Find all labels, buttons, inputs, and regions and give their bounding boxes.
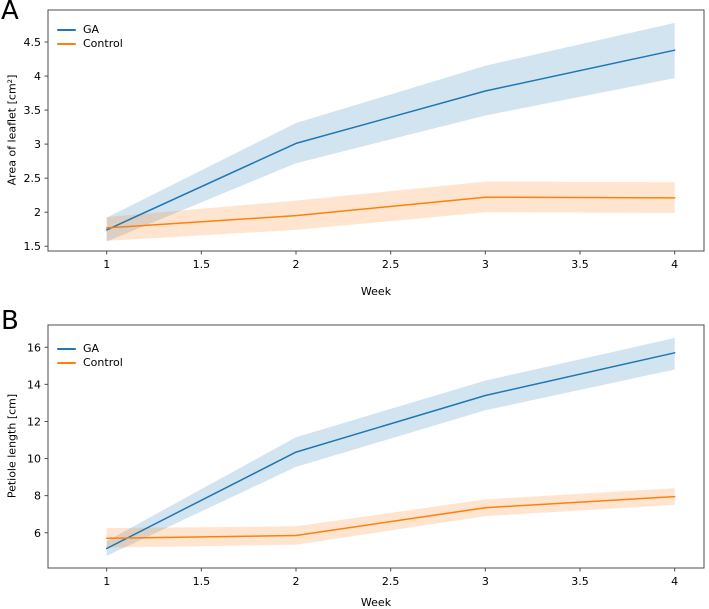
series-line-control <box>105 495 676 540</box>
y-tick-label: 12 <box>27 415 41 428</box>
x-tick-label: 2 <box>293 575 300 588</box>
x-axis: 1 1.5 2 2.5 3 3.5 4 <box>103 568 678 588</box>
x-tick-label: 1.5 <box>193 575 211 588</box>
y-axis: 1.5 2 2.5 3 3.5 4 4.5 <box>24 36 48 253</box>
plot-area-b: 1 1.5 2 2.5 3 3.5 4 6 8 10 12 14 16 <box>27 324 705 588</box>
x-tick-label: 2.5 <box>382 575 400 588</box>
legend-label-control: Control <box>83 356 123 369</box>
panel-label-b: B <box>1 306 19 336</box>
x-tick-label: 3 <box>482 575 489 588</box>
x-tick-label: 4 <box>671 258 678 271</box>
axes-spines <box>47 324 705 569</box>
y-axis-label-a: Area of leaflet [cm²] <box>5 74 19 186</box>
y-tick-label: 4 <box>34 70 41 83</box>
x-axis: 1 1.5 2 2.5 3 3.5 4 <box>103 251 678 271</box>
legend-swatch-ga <box>57 28 76 31</box>
y-tick-label: 6 <box>34 527 41 540</box>
legend-swatch-control <box>57 42 76 45</box>
x-tick-label: 1 <box>103 258 110 271</box>
plot-area-a: 1 1.5 2 2.5 3 3.5 4 1.5 2 2.5 3 3.5 4 4.5 <box>24 9 705 271</box>
confidence-band-control <box>106 181 675 241</box>
y-tick-label: 14 <box>27 378 41 391</box>
y-tick-label: 4.5 <box>24 36 42 49</box>
axes-spines <box>47 9 705 252</box>
legend-swatch-control <box>57 361 76 364</box>
y-axis-label-b: Petiole length [cm] <box>5 393 19 499</box>
panel-a: 1 1.5 2 2.5 3 3.5 4 1.5 2 2.5 3 3.5 4 4.5 A Area of l… <box>0 0 709 304</box>
x-tick-label: 3.5 <box>571 575 589 588</box>
panel-label-a: A <box>1 0 19 26</box>
legend-item-control: Control <box>57 356 123 369</box>
x-tick-label: 1 <box>103 575 110 588</box>
series-line-ga <box>105 49 676 231</box>
x-tick-label: 3 <box>482 258 489 271</box>
legend-b: GA Control <box>57 342 123 369</box>
legend-item-ga: GA <box>57 342 123 355</box>
x-tick-label: 3.5 <box>571 258 589 271</box>
legend-label-ga: GA <box>83 342 100 355</box>
y-axis: 6 8 10 12 14 16 <box>27 341 48 540</box>
x-axis-label-a: Week <box>360 285 392 298</box>
x-tick-label: 2 <box>293 258 300 271</box>
legend-swatch-ga <box>57 347 76 350</box>
y-tick-label: 10 <box>27 453 41 466</box>
panel-b: 1 1.5 2 2.5 3 3.5 4 6 8 10 12 14 16 B Petiole length… <box>0 305 709 609</box>
legend-label-control: Control <box>83 37 123 50</box>
legend-a: GA Control <box>57 23 123 50</box>
legend-item-ga: GA <box>57 23 123 36</box>
y-tick-label: 3.5 <box>24 104 42 117</box>
confidence-band-ga <box>106 338 675 556</box>
y-tick-label: 2.5 <box>24 172 42 185</box>
legend-label-ga: GA <box>83 23 100 36</box>
confidence-band-ga <box>106 22 675 242</box>
confidence-band-control <box>106 488 675 548</box>
y-tick-label: 8 <box>34 490 41 503</box>
x-tick-label: 2.5 <box>382 258 400 271</box>
y-tick-label: 16 <box>27 341 41 354</box>
y-tick-label: 1.5 <box>24 240 42 253</box>
y-tick-label: 3 <box>34 138 41 151</box>
x-tick-label: 1.5 <box>193 258 211 271</box>
x-tick-label: 4 <box>671 575 678 588</box>
legend-item-control: Control <box>57 37 123 50</box>
x-axis-label-b: Week <box>360 596 392 609</box>
series-line-ga <box>105 352 676 550</box>
y-tick-label: 2 <box>34 206 41 219</box>
series-line-control <box>105 196 676 229</box>
